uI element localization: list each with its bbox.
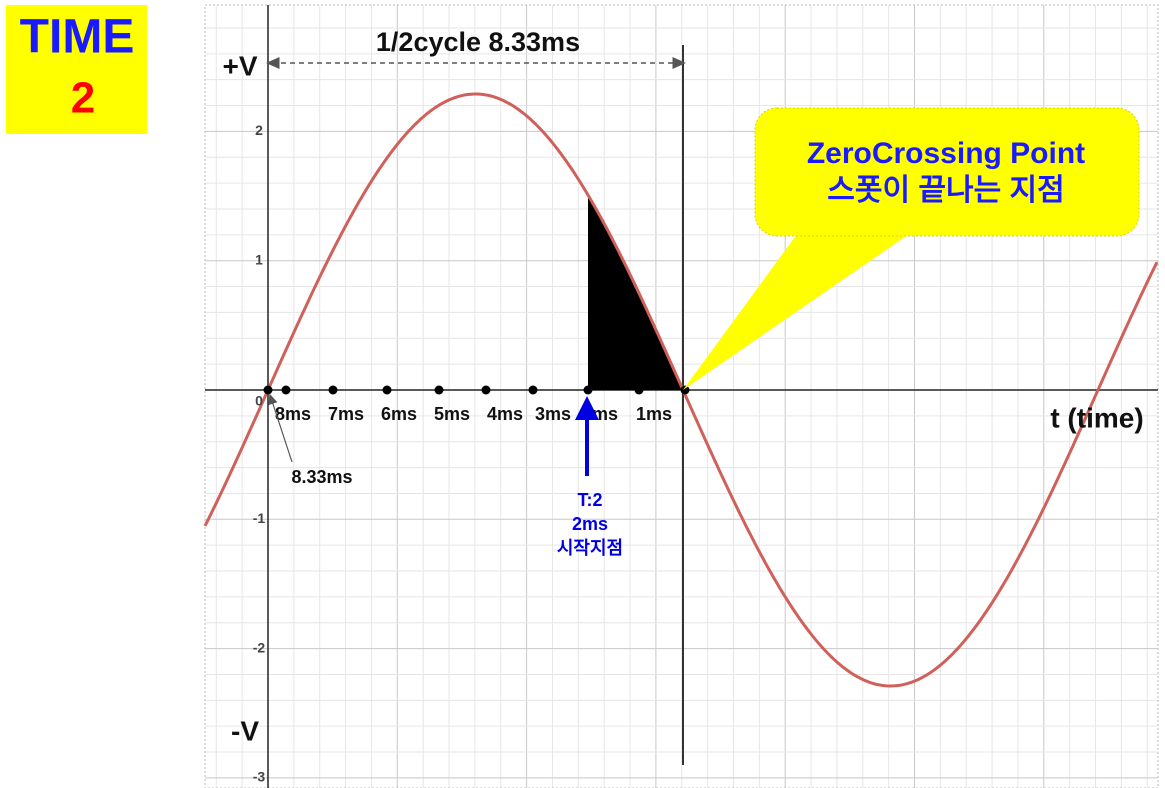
ms-labels: 8ms 7ms 6ms 5ms 4ms 3ms 2ms 1ms <box>275 404 672 424</box>
start-arrow <box>268 393 293 463</box>
ms-label: 5ms <box>434 404 470 424</box>
dot <box>382 385 392 395</box>
marker-line3: 시작지점 <box>557 538 623 558</box>
dots <box>263 385 690 395</box>
marker-line1: T:2 <box>577 490 602 510</box>
ms-label: 7ms <box>328 404 364 424</box>
minus-v: -V <box>231 715 259 746</box>
y-tick-label: -1 <box>253 510 266 526</box>
dot <box>263 385 273 395</box>
badge <box>6 5 147 134</box>
ms-label: 8ms <box>275 404 311 424</box>
dot <box>680 385 690 395</box>
plot-frame <box>204 4 1159 788</box>
callout-line2: 스폿이 끝나는 지점 <box>827 174 1064 207</box>
y-tick-label: -3 <box>253 769 266 785</box>
dot <box>583 385 593 395</box>
dot <box>528 385 538 395</box>
spot-area <box>588 195 683 390</box>
callout <box>754 107 1140 237</box>
y-tick-label: -2 <box>253 639 266 655</box>
grid <box>205 5 1158 788</box>
badge-line1: TIME <box>20 11 135 64</box>
dot <box>328 385 338 395</box>
dot <box>634 385 644 395</box>
dot <box>481 385 491 395</box>
ms-label: 3ms <box>535 404 571 424</box>
y-tick-label: 1 <box>255 251 263 267</box>
y-ticks: 2 1 0 -1 -2 -3 <box>253 122 266 785</box>
marker-line2: 2ms <box>572 514 608 534</box>
dot <box>281 385 291 395</box>
callout-pointer <box>683 230 915 390</box>
sine-curve <box>203 92 1159 688</box>
ms-label: 6ms <box>381 404 417 424</box>
callout-line1: ZeroCrossing Point <box>807 137 1085 170</box>
x-axis-label: t (time) <box>1050 402 1143 433</box>
ms-label: 1ms <box>636 404 672 424</box>
ms-label: 4ms <box>487 404 523 424</box>
plus-v: +V <box>222 50 257 81</box>
y-tick-label: 2 <box>255 122 263 138</box>
y-tick-label: 0 <box>255 393 263 409</box>
title: 1/2cycle 8.33ms <box>376 27 580 57</box>
dot <box>434 385 444 395</box>
start-label: 8.33ms <box>291 467 352 487</box>
badge-line2: 2 <box>71 74 95 123</box>
